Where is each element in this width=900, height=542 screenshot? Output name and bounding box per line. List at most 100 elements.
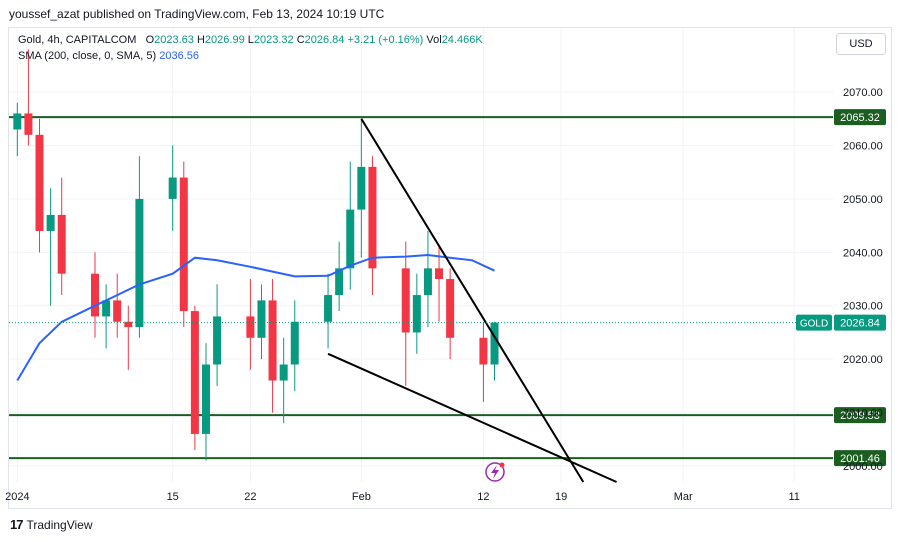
candle-30: [479, 321, 488, 402]
candle-14: [213, 284, 222, 386]
legend-symbol-line: Gold, 4h, CAPITALCOM O2023.63 H2026.99 L…: [18, 32, 483, 48]
candle-8: [124, 305, 133, 370]
legend-low: 2023.32: [253, 34, 294, 46]
y-tick-label-2: 2050.00: [843, 194, 883, 206]
x-tick-label-1: 15: [167, 491, 179, 503]
candle-body-16: [257, 300, 266, 338]
candle-body-7: [113, 300, 122, 322]
candle-body-25: [401, 268, 410, 333]
candle-24: [368, 156, 377, 296]
legend-vol-label: Vol: [426, 34, 442, 46]
candle-23: [357, 118, 366, 258]
candle-25: [401, 241, 410, 386]
x-axis: 2024 15 22 Feb 12 19 Mar 11: [5, 491, 800, 503]
candle-4: [57, 177, 66, 296]
level-label-0: 2065.32: [840, 112, 880, 124]
lightning-icon[interactable]: [485, 462, 505, 482]
candle-9: [135, 156, 144, 338]
legend-high: 2026.99: [204, 34, 245, 46]
level-tag-0: [834, 109, 886, 126]
candle-body-23: [357, 166, 366, 210]
trendline-1: [327, 352, 618, 483]
chart-frame: [8, 27, 892, 509]
y-tick-label-0: 2070.00: [843, 87, 883, 99]
candle-body-21: [335, 268, 344, 296]
candle-body-13: [201, 364, 210, 434]
candle-17: [268, 279, 277, 413]
trendline-0: [360, 118, 585, 483]
candle-body-15: [246, 316, 255, 338]
legend-sma-label: SMA (200, close, 0, SMA, 5): [18, 50, 157, 62]
x-tick-label-4: 12: [477, 491, 489, 503]
candle-body-28: [435, 268, 444, 280]
candle-body-0: [13, 113, 22, 130]
candle-body-3: [46, 214, 55, 231]
candle-11: [179, 161, 188, 328]
candle-body-22: [346, 209, 355, 269]
candle-body-2: [35, 134, 44, 231]
currency-button[interactable]: USD: [836, 33, 886, 55]
candle-3: [46, 188, 55, 306]
legend-close: 2026.84: [304, 34, 345, 46]
current-price-tag: [834, 314, 886, 331]
candle-26: [412, 273, 421, 354]
candle-19: [290, 300, 299, 392]
candle-body-31: [490, 322, 499, 365]
candles: [13, 49, 499, 461]
y-tick-label-1: 2060.00: [843, 141, 883, 153]
legend-volume: 24.466K: [441, 34, 483, 46]
candle-16: [257, 284, 266, 360]
candle-body-9: [135, 198, 144, 328]
x-tick-label-2: 22: [244, 491, 256, 503]
candle-13: [201, 343, 210, 461]
candle-12: [190, 305, 199, 450]
y-tick-label-7: 2000.00: [843, 461, 883, 473]
candle-body-14: [213, 316, 222, 365]
y-tick-label-4: 2030.00: [843, 301, 883, 313]
candle-body-24: [368, 166, 377, 269]
legend-h-label: H: [196, 34, 205, 46]
candle-15: [246, 279, 255, 370]
candle-20: [324, 273, 333, 349]
candle-28: [435, 246, 444, 322]
candle-body-10: [168, 177, 177, 199]
candle-body-17: [268, 300, 277, 381]
legend-l-label: L: [247, 34, 254, 46]
candle-0: [13, 102, 22, 157]
legend-symbol: Gold, 4h, CAPITALCOM: [18, 34, 137, 46]
published-line: youssef_azat published on TradingView.co…: [9, 7, 385, 21]
y-tick-label-5: 2020.00: [843, 354, 883, 366]
trendlines: [327, 118, 618, 483]
candle-1: [24, 49, 33, 146]
candle-7: [113, 273, 122, 338]
candle-body-18: [279, 364, 288, 381]
x-tick-label-7: 11: [788, 491, 799, 503]
candle-body-6: [102, 300, 111, 317]
sma-layer: [16, 253, 495, 382]
current-price-symbol-tag: [796, 314, 832, 331]
level-tag-2: [834, 450, 886, 467]
y-tick-label-3: 2040.00: [843, 247, 883, 259]
level-label-1: 2009.53: [840, 410, 880, 422]
candle-18: [279, 337, 288, 424]
candle-body-12: [190, 311, 199, 434]
candle-body-5: [91, 273, 100, 317]
candle-body-11: [179, 177, 188, 312]
candle-body-8: [124, 321, 133, 328]
horizontal-levels: 2065.32 2009.53 2001.46: [9, 109, 886, 467]
candle-body-29: [446, 279, 455, 338]
legend-c-label: C: [296, 34, 305, 46]
candle-27: [423, 230, 432, 328]
candle-21: [335, 241, 344, 312]
candle-body-30: [479, 337, 488, 365]
candle-5: [91, 252, 100, 338]
candle-body-20: [324, 295, 333, 322]
current-price-label: 2026.84: [840, 318, 880, 330]
candle-body-4: [57, 214, 66, 274]
x-tick-label-0: 2024: [5, 491, 29, 503]
candle-31: [490, 321, 499, 381]
chart-legend: Gold, 4h, CAPITALCOM O2023.63 H2026.99 L…: [18, 32, 483, 64]
candle-2: [35, 118, 44, 253]
legend-o-label: O: [145, 34, 155, 46]
